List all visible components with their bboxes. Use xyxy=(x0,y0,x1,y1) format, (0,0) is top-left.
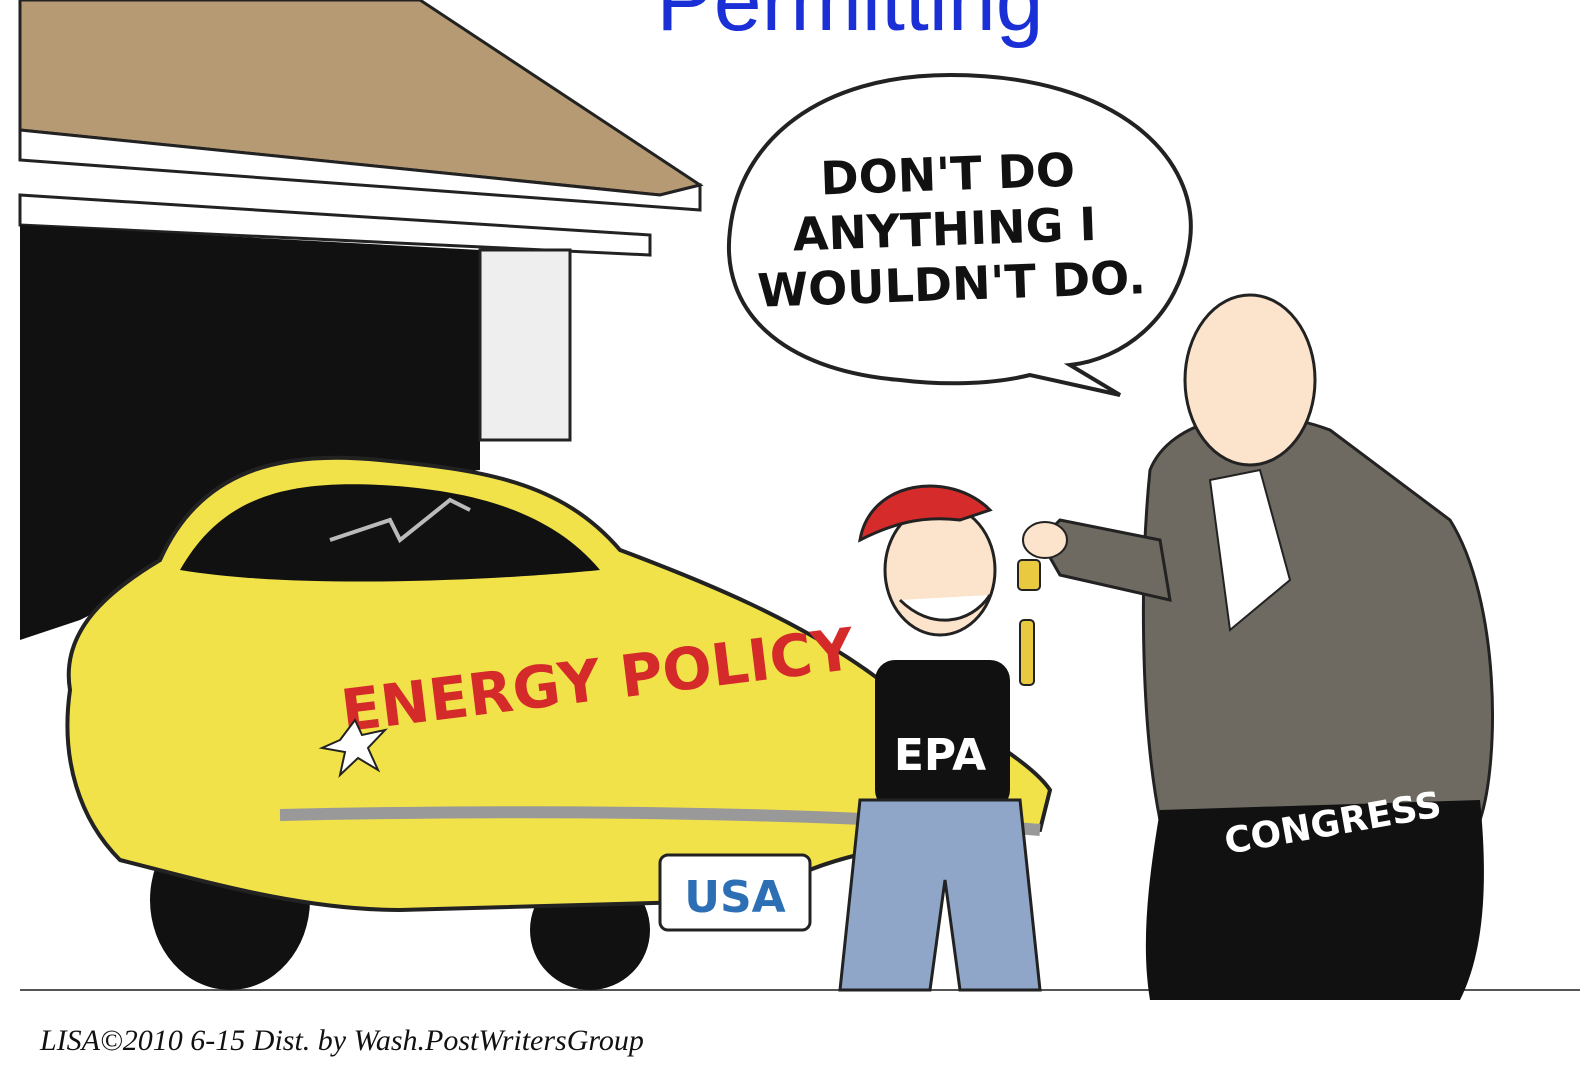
license-plate-text: USA xyxy=(684,872,785,923)
slide: DON'T DO ANYTHING I WOULDN'T DO. USA ENE… xyxy=(0,0,1595,1081)
page: DON'T DO ANYTHING I WOULDN'T DO. USA ENE… xyxy=(0,0,1595,1081)
boy-shirt-text: EPA xyxy=(894,730,986,781)
man-head xyxy=(1185,295,1315,465)
slide-title: Permitting xyxy=(656,0,1043,49)
man-hand xyxy=(1023,522,1067,558)
garage-post xyxy=(480,250,570,440)
key xyxy=(1020,620,1034,685)
speech-line: DON'T DO xyxy=(820,143,1076,206)
speech-line: ANYTHING I xyxy=(792,197,1097,262)
key-fob xyxy=(1018,560,1040,590)
signature: LISA©2010 6-15 Dist. by Wash.PostWriters… xyxy=(39,1024,644,1057)
